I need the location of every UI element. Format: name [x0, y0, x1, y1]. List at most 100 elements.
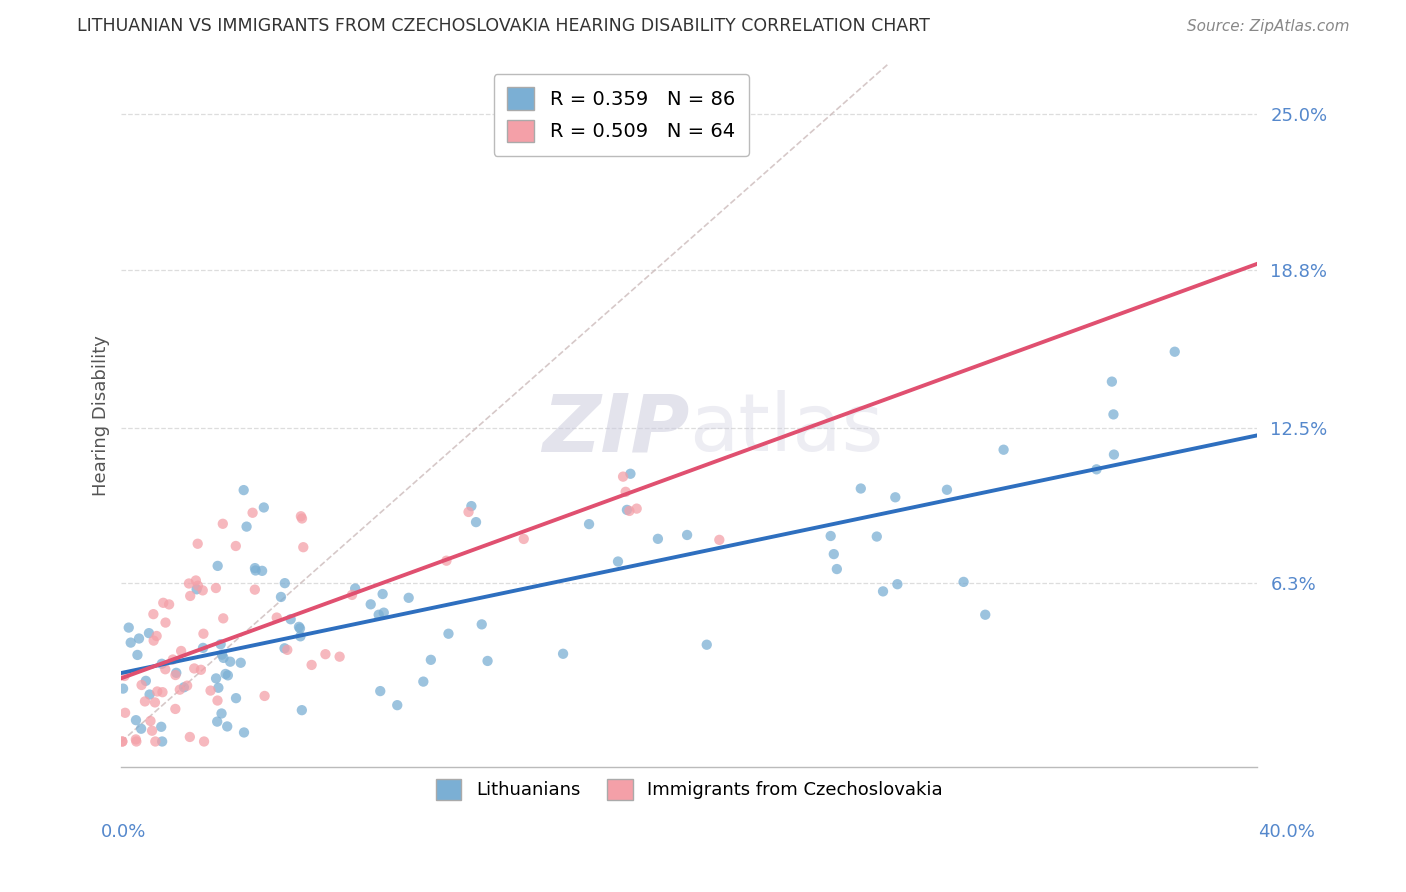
Point	[125, 734, 148, 748]
Point	[291, 703, 314, 717]
Text: LITHUANIAN VS IMMIGRANTS FROM CZECHOSLOVAKIA HEARING DISABILITY CORRELATION CHAR: LITHUANIAN VS IMMIGRANTS FROM CZECHOSLOV…	[77, 17, 931, 35]
Point	[152, 596, 174, 610]
Point	[170, 644, 193, 658]
Point	[212, 611, 235, 625]
Point	[274, 576, 297, 591]
Point	[993, 442, 1015, 457]
Point	[179, 730, 201, 744]
Point	[129, 722, 152, 736]
Point	[118, 621, 141, 635]
Point	[823, 547, 845, 561]
Point	[190, 663, 212, 677]
Point	[1164, 344, 1187, 359]
Point	[217, 719, 239, 733]
Point	[207, 681, 229, 695]
Point	[205, 672, 228, 686]
Point	[193, 734, 215, 748]
Point	[225, 539, 247, 553]
Point	[176, 679, 198, 693]
Point	[612, 469, 634, 483]
Point	[150, 657, 173, 671]
Point	[211, 648, 233, 662]
Point	[138, 626, 160, 640]
Point	[387, 698, 409, 713]
Point	[245, 564, 267, 578]
Point	[205, 714, 228, 729]
Point	[169, 682, 191, 697]
Point	[291, 511, 314, 525]
Point	[217, 668, 239, 682]
Point	[647, 532, 669, 546]
Point	[886, 577, 908, 591]
Point	[952, 574, 974, 589]
Point	[157, 598, 180, 612]
Point	[152, 685, 174, 699]
Point	[205, 581, 228, 595]
Point	[253, 500, 276, 515]
Text: 0.0%: 0.0%	[101, 822, 146, 840]
Point	[131, 678, 153, 692]
Point	[709, 533, 731, 547]
Point	[974, 607, 997, 622]
Legend: Lithuanians, Immigrants from Czechoslovakia: Lithuanians, Immigrants from Czechoslova…	[429, 772, 950, 806]
Point	[1102, 448, 1125, 462]
Point	[936, 483, 959, 497]
Point	[436, 554, 458, 568]
Point	[112, 681, 135, 696]
Point	[142, 607, 165, 622]
Point	[138, 688, 160, 702]
Point	[276, 643, 298, 657]
Point	[120, 635, 142, 649]
Point	[207, 693, 229, 707]
Point	[212, 651, 235, 665]
Point	[150, 734, 173, 748]
Point	[141, 723, 163, 738]
Point	[290, 629, 312, 643]
Point	[696, 638, 718, 652]
Point	[242, 506, 264, 520]
Point	[183, 661, 205, 675]
Point	[614, 484, 637, 499]
Point	[233, 725, 256, 739]
Point	[146, 684, 169, 698]
Point	[866, 530, 889, 544]
Point	[292, 540, 315, 554]
Text: atlas: atlas	[689, 391, 884, 468]
Point	[398, 591, 420, 605]
Text: 40.0%: 40.0%	[1258, 822, 1315, 840]
Point	[457, 505, 479, 519]
Point	[619, 467, 641, 481]
Point	[465, 515, 488, 529]
Point	[619, 504, 641, 518]
Point	[128, 632, 150, 646]
Point	[187, 579, 209, 593]
Point	[616, 503, 638, 517]
Point	[676, 528, 699, 542]
Point	[209, 637, 232, 651]
Point	[368, 684, 391, 698]
Point	[344, 582, 367, 596]
Point	[125, 713, 148, 727]
Point	[367, 607, 389, 622]
Point	[1102, 408, 1125, 422]
Point	[280, 612, 302, 626]
Point	[229, 656, 252, 670]
Point	[235, 519, 257, 533]
Point	[165, 665, 187, 680]
Point	[270, 590, 292, 604]
Point	[193, 626, 215, 640]
Point	[143, 734, 166, 748]
Point	[173, 680, 195, 694]
Point	[820, 529, 842, 543]
Point	[155, 662, 177, 676]
Point	[135, 673, 157, 688]
Point	[179, 589, 201, 603]
Point	[360, 597, 382, 611]
Point	[329, 649, 352, 664]
Point	[114, 706, 136, 720]
Point	[150, 720, 173, 734]
Point	[111, 734, 134, 748]
Text: ZIP: ZIP	[541, 391, 689, 468]
Point	[301, 657, 323, 672]
Point	[200, 683, 222, 698]
